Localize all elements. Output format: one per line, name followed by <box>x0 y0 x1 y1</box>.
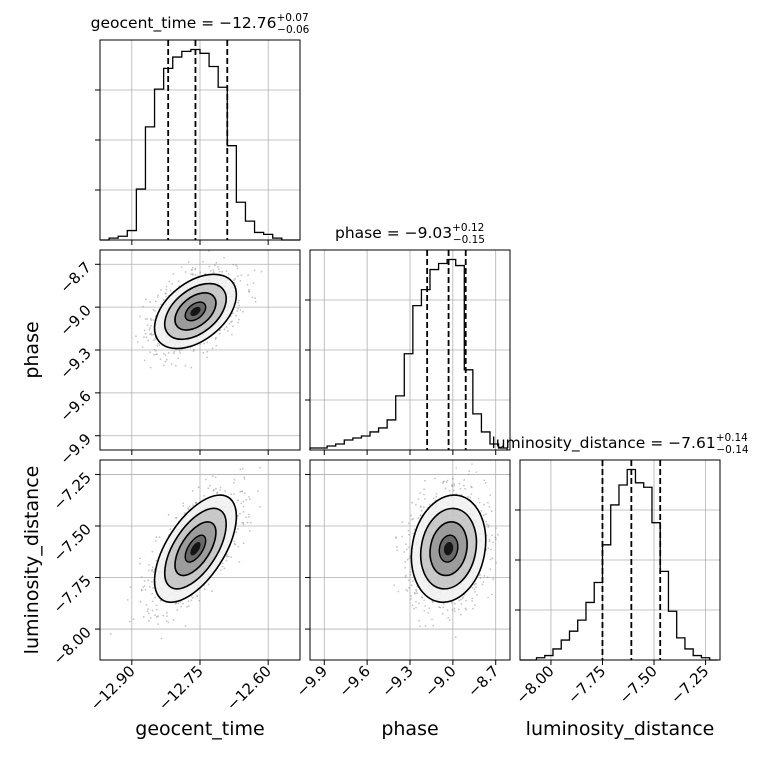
y-tick-label: −9.9 <box>56 430 94 468</box>
x-tick-label: −12.90 <box>87 662 139 714</box>
y-tick-label: −9.3 <box>56 344 94 382</box>
y-tick-label: −7.25 <box>50 469 95 514</box>
x-tick-label: −7.25 <box>667 662 712 707</box>
title-phase: phase = −9.03+0.12 −0.15 <box>335 222 485 246</box>
title-luminosity_distance: luminosity_distance = −7.61+0.14 −0.14 <box>491 432 748 456</box>
xlabel-phase: phase <box>381 718 438 740</box>
panel-geocent_time-vs-phase-density <box>135 250 263 369</box>
x-tick-label: −12.75 <box>155 662 207 714</box>
panel-phase-vs-luminosity_distance-density <box>393 463 499 639</box>
panel-phase-vs-luminosity_distance-frame <box>309 459 511 661</box>
y-tick-label: −9.6 <box>56 387 94 425</box>
hist-luminosity_distance-steps <box>520 468 718 661</box>
title-geocent_time: geocent_time = −12.76+0.07 −0.06 <box>91 12 310 36</box>
x-tick-label: −8.7 <box>464 662 502 700</box>
hist-luminosity_distance-frame <box>519 459 721 661</box>
panel-geocent_time-vs-phase-frame <box>99 249 301 451</box>
x-tick-label: −7.75 <box>564 662 609 707</box>
panel-geocent_time-vs-luminosity_distance-frame <box>99 459 301 661</box>
ylabel-luminosity_distance: luminosity_distance <box>21 466 43 655</box>
x-tick-label: −9.0 <box>421 662 459 700</box>
y-tick-label: −7.50 <box>50 520 95 565</box>
hist-geocent_time-frame <box>99 39 301 241</box>
x-tick-label: −9.3 <box>378 662 416 700</box>
x-tick-label: −12.60 <box>223 662 275 714</box>
x-tick-label: −9.9 <box>293 662 331 700</box>
hist-phase-steps <box>309 258 508 450</box>
x-tick-label: −8.00 <box>513 662 558 707</box>
hist-geocent_time-steps <box>100 48 300 241</box>
xlabel-geocent_time: geocent_time <box>135 718 264 740</box>
x-tick-label: −9.6 <box>335 662 373 700</box>
y-tick-label: −9.0 <box>56 301 94 339</box>
hist-phase-frame <box>309 249 511 451</box>
y-tick-label: −7.75 <box>50 572 95 617</box>
x-tick-label: −7.50 <box>616 662 661 707</box>
panel-geocent_time-vs-luminosity_distance-density <box>109 466 261 640</box>
xlabel-luminosity_distance: luminosity_distance <box>526 718 715 740</box>
y-tick-label: −8.00 <box>50 623 95 668</box>
ylabel-phase: phase <box>21 321 43 378</box>
y-tick-label: −8.7 <box>56 258 94 296</box>
